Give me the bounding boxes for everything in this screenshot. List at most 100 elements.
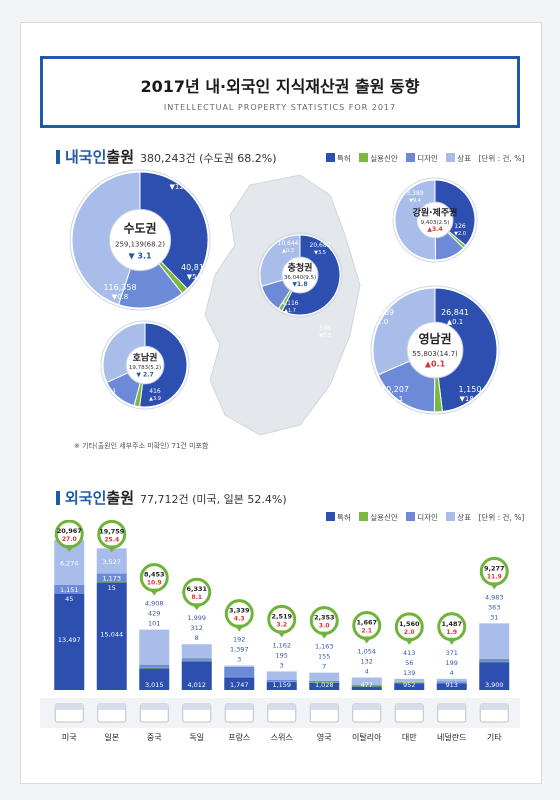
region-name: 영남권 — [418, 331, 451, 346]
flag-band — [437, 704, 466, 710]
bar-total: 2,519 — [271, 612, 292, 620]
flag-band — [267, 704, 296, 710]
bar-value-design: 363 — [488, 603, 500, 611]
slice-value-patent: 97,810 — [36, 178, 64, 187]
region-total-change: ▼ 3.1 — [128, 251, 152, 260]
slice-change-patent: ▼4.1 — [42, 188, 59, 196]
slice-value-patent: 20,682 — [310, 242, 331, 249]
bar-value-trademark: 4,983 — [485, 593, 504, 601]
slice-change-utility: ▼2.0 — [454, 231, 466, 237]
country-label: 기타 — [487, 733, 502, 742]
bar-segment-trademark — [181, 644, 212, 659]
bar-value-utility: 8 — [195, 634, 199, 642]
slice-change-utility: ▼0.3 — [319, 333, 331, 339]
legend-unit: [단위 : 건, %] — [478, 513, 525, 522]
bar-segment-utility — [266, 681, 297, 682]
foreign-section-header: 외국인출원 77,712건 (미국, 일본 52.4%) — [56, 487, 287, 508]
bar-value-patent: 15,044 — [100, 630, 123, 638]
legend-trademark-swatch — [446, 512, 456, 521]
bar-segment-design — [479, 658, 510, 662]
region-total-change: ▲3.4 — [427, 226, 442, 233]
slice-value-utility: 598 — [319, 325, 331, 332]
bar-value-patent: 3,900 — [485, 681, 504, 689]
slice-value-trademark: 17,609 — [366, 308, 394, 317]
bar-value-patent: 1,747 — [230, 681, 249, 689]
bar-segment-design — [436, 681, 467, 683]
bar-segment-patent — [479, 662, 510, 690]
pie-center — [281, 256, 319, 294]
slice-change-trademark: ▼8.5 — [99, 333, 111, 339]
legend-utility: 실용신안 — [370, 154, 398, 163]
bar-segment-trademark — [139, 629, 170, 665]
bar-value-trademark: 4,908 — [145, 600, 164, 608]
bar-segment-patent — [394, 683, 425, 690]
bar-value-design: 199 — [446, 659, 458, 667]
country-label: 이탈리아 — [352, 732, 382, 742]
bar-value-utility: 4 — [365, 668, 369, 676]
bar-value-patent: 3,015 — [145, 681, 164, 689]
pie-center — [125, 345, 165, 385]
country-label: 네덜란드 — [437, 732, 466, 742]
bar-segment-utility — [479, 661, 510, 663]
bar-segment-patent — [309, 682, 340, 690]
slice-change-utility: ▼12.6 — [170, 183, 192, 191]
bar-segment-trademark — [266, 671, 297, 680]
bar-segment-patent — [351, 686, 382, 690]
legend-unit: [단위 : 건, %] — [478, 154, 525, 163]
bar-value-utility: 3 — [237, 656, 241, 664]
slice-value-utility: 126 — [454, 223, 466, 230]
foreign-label: 외국인 — [65, 489, 107, 507]
bar-share: 4.3 — [234, 616, 245, 623]
slice-change-trademark: ▲0.3 — [282, 248, 294, 254]
bar-segment-trademark — [351, 677, 382, 686]
country-label: 대만 — [402, 733, 417, 742]
bar-value-trademark: 1,999 — [187, 614, 206, 622]
bar-value-utility: 31 — [490, 613, 498, 621]
slice-value-utility: 1,150 — [459, 385, 482, 394]
bar-share: 2.0 — [404, 629, 415, 636]
legend-trademark-swatch — [446, 153, 456, 162]
domestic-label2: 출원 — [106, 148, 135, 166]
region-name: 수도권 — [123, 221, 156, 235]
bar-share: 27.0 — [62, 536, 77, 543]
slice-value-patent: 26,841 — [441, 308, 469, 317]
footnote: ※ 기타(출원인 세부주소 미확인) 71건 미포함 — [74, 442, 209, 450]
page-subtitle: INTELLECTUAL PROPERTY STATISTICS FOR 201… — [163, 103, 397, 112]
slice-change-design: ▲1.7 — [284, 308, 296, 314]
country-label: 중국 — [147, 733, 162, 742]
bar-segment-design — [96, 573, 127, 582]
pie-slice-patent — [434, 179, 476, 247]
bar-share: 2.1 — [361, 628, 372, 635]
slice-change-patent: ▲2.9 — [179, 338, 191, 344]
bar-share: 3.2 — [276, 621, 287, 628]
bar-segment-utility — [181, 660, 212, 662]
region-total-change: ▼1.8 — [292, 281, 307, 288]
region-total: 19,783(5.2) — [129, 365, 161, 371]
pie-center — [108, 208, 172, 272]
flag-band — [55, 704, 84, 710]
region-name: 충청권 — [288, 262, 313, 274]
flag-band — [395, 704, 424, 710]
bar-value-trademark: 192 — [233, 636, 245, 644]
domestic-legend: 특허 실용신안 디자인 상표 [단위 : 건, %] — [320, 153, 524, 164]
bar-segment-utility — [54, 592, 85, 594]
section-marker — [56, 491, 60, 505]
slice-change-utility: ▲3.9 — [149, 396, 161, 402]
legend-utility-swatch — [359, 512, 369, 521]
foreign-label2: 출원 — [106, 489, 135, 507]
bar-value-patent: 1,028 — [315, 681, 334, 689]
region-pie-1: 수도권 259,139(68.2) ▼ 3.1 97,810▼4.1 4,159▼12.… — [36, 169, 211, 311]
domestic-label: 내국인 — [65, 148, 107, 166]
region-total: 9,403(2.5) — [421, 220, 450, 226]
slice-value-design: 1,166 — [426, 263, 443, 270]
region-pie-4: 호남권 19,783(5.2)▼ 2.7 10,302▲2.9 416▲3.9 2,77… — [96, 320, 196, 410]
slice-change-patent: ▼3.5 — [314, 250, 326, 256]
pin-tail — [361, 636, 372, 644]
slice-value-design: 40,812 — [181, 263, 209, 272]
slice-change-utility: ▼18.8 — [460, 395, 481, 403]
bar-segment-design — [54, 584, 85, 593]
bar-value-design: 429 — [148, 610, 160, 618]
legend-patent: 특허 — [337, 154, 351, 163]
slice-value-patent: 10,302 — [175, 330, 196, 337]
legend-patent: 특허 — [337, 513, 351, 522]
